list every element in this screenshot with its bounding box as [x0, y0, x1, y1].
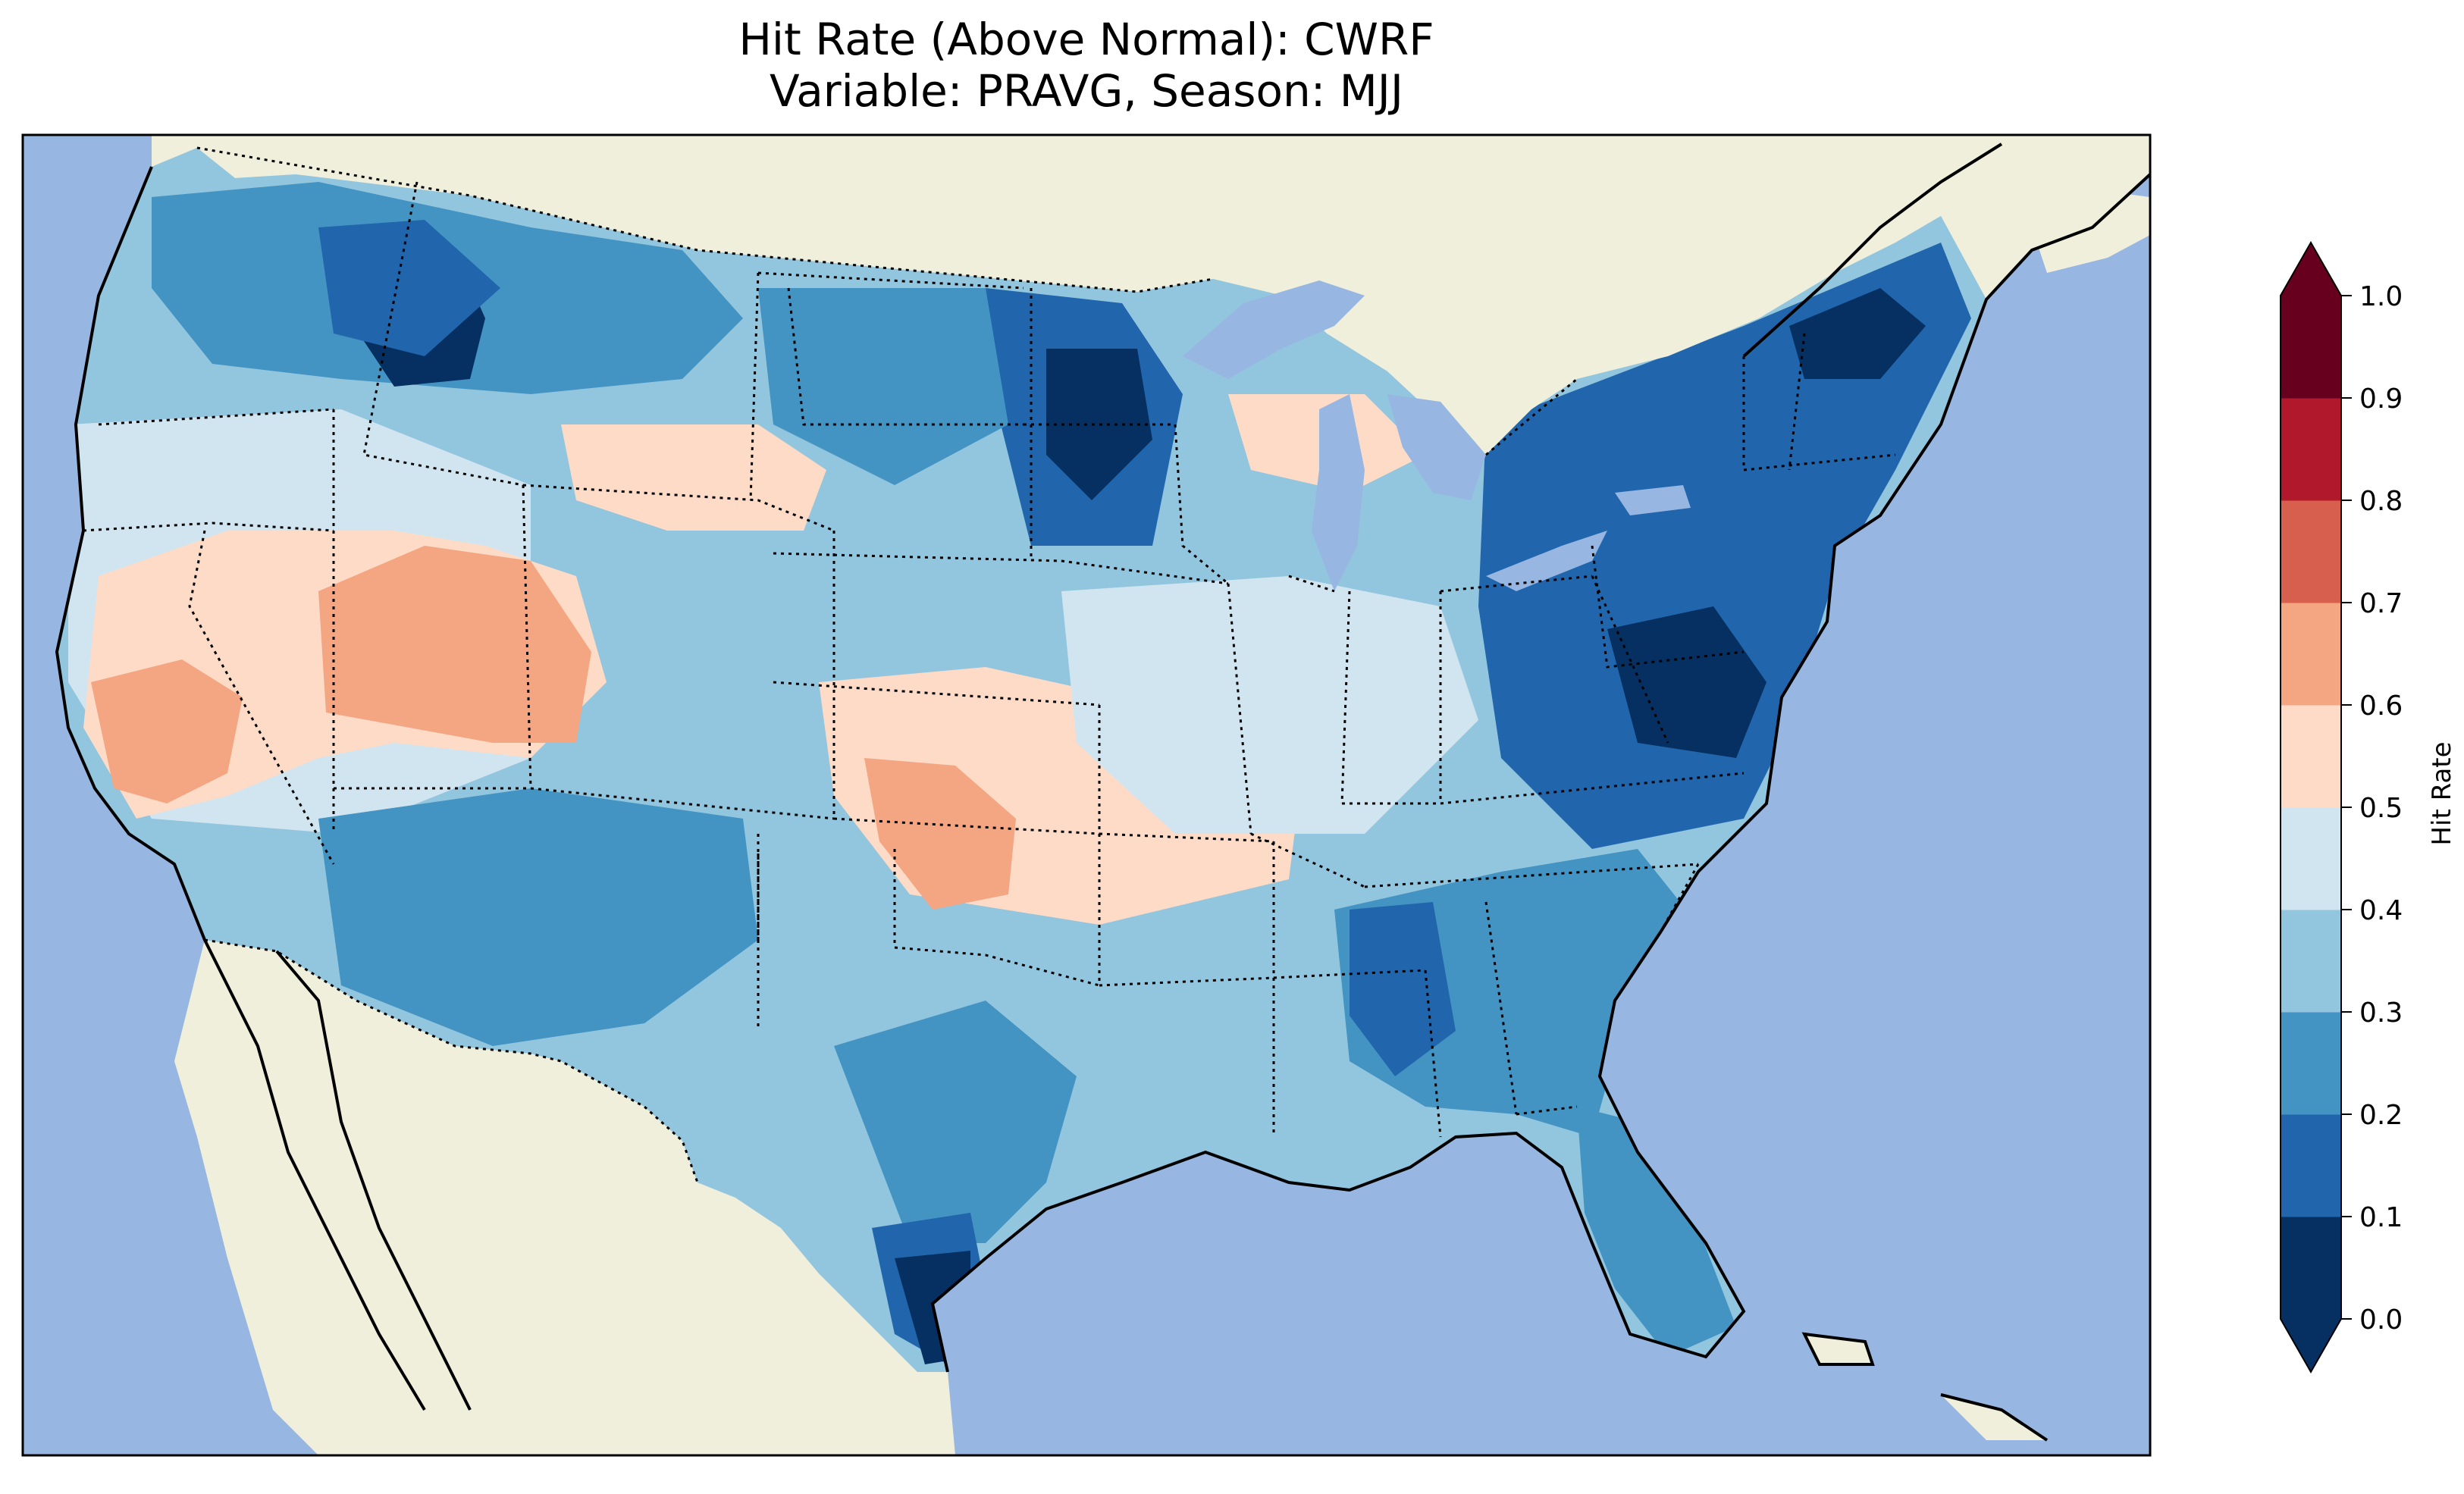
colorbar-tick-label: 0.8: [2359, 486, 2403, 517]
title-line-1: Hit Rate (Above Normal): CWRF: [738, 14, 1434, 65]
colorbar-label: Hit Rate: [2427, 741, 2457, 845]
field-zone-maine-dark: [1789, 288, 1926, 379]
colorbar-tick-label: 0.1: [2359, 1202, 2403, 1233]
figure-title: Hit Rate (Above Normal): CWRF Variable: …: [23, 14, 2150, 117]
lake-ontario: [1615, 485, 1691, 515]
field-zone-florida-blue: [1577, 1107, 1736, 1357]
canada-coastline: [1742, 143, 2003, 358]
colorbar-tick-label: 0.5: [2359, 793, 2403, 824]
border-canada: [196, 146, 1214, 293]
canada-land: [152, 135, 2150, 455]
baja-coastline: [275, 950, 472, 1411]
field-zone-midwest-light: [1061, 576, 1478, 834]
field-zone-midatlantic-dark: [1607, 606, 1766, 758]
colorbar-segment: [2281, 1114, 2341, 1217]
field-zone-ca-warm: [91, 659, 243, 803]
field-zone-texas-blue: [834, 1001, 1077, 1243]
colorbar-segment: [2281, 705, 2341, 808]
colorbar-tick-label: 1.0: [2359, 281, 2403, 312]
colorbar-segment: [2281, 603, 2341, 706]
maritimes-land: [2032, 189, 2150, 273]
colorbar-tick-label: 0.0: [2359, 1305, 2403, 1336]
gulf-coastline: [930, 173, 2150, 1373]
state-lines-east: [1364, 333, 1896, 1138]
colorbar-tick-label: 0.3: [2359, 998, 2403, 1029]
field-zone-montana-mid: [318, 220, 500, 356]
colorbar-extend-high: [2281, 243, 2341, 296]
map-frame: [21, 133, 2152, 1457]
colorbar-segment: [2281, 398, 2341, 501]
colorbar-tick-label: 0.2: [2359, 1100, 2403, 1131]
colorbar-tick-label: 0.6: [2359, 691, 2403, 722]
coastline: [55, 166, 426, 1411]
field-zone-utah-warm: [318, 546, 591, 743]
colorbar-tick-label: 0.9: [2359, 384, 2403, 415]
field-zone-wyoming-warm: [561, 424, 826, 531]
colorbar-segment: [2281, 910, 2341, 1013]
state-lines-central: [1024, 288, 1442, 1137]
field-zone-southwest-blue: [318, 788, 758, 1046]
colorbar-tick-label: 0.7: [2359, 588, 2403, 619]
lake-superior: [1183, 280, 1365, 379]
field-zone-alabama-mid: [1350, 902, 1456, 1076]
cuba-coastline: [1801, 1332, 2049, 1442]
lake-huron: [1387, 394, 1486, 500]
field-zone-oklahoma-warm: [864, 758, 1016, 910]
lake-michigan: [1312, 394, 1365, 591]
colorbar-extend-low: [2281, 1319, 2341, 1372]
state-lines-west: [83, 181, 1100, 1031]
colorbar: 0.0 0.1 0.2 0.3 0.4 0.5 0.6 0.7 0.8 0.9 1.0: [2280, 240, 2403, 1374]
field-zone-dakotas-blue: [758, 288, 1008, 485]
field-zone-east-blue: [1478, 243, 1971, 849]
border-mexico: [204, 938, 699, 1183]
colorbar-segment: [2281, 807, 2341, 910]
colorbar-segment: [2281, 500, 2341, 603]
colorbar-segment: [2281, 1012, 2341, 1115]
caribbean-islands: [1804, 1334, 2047, 1440]
colorbar-tick-label: 0.4: [2359, 895, 2403, 926]
borders: [83, 146, 1896, 1183]
lake-erie: [1486, 531, 1607, 591]
colorbar-segment: [2281, 1217, 2341, 1320]
title-line-2: Variable: PRAVG, Season: MJJ: [770, 65, 1403, 117]
colorbar-segment: [2281, 296, 2341, 399]
